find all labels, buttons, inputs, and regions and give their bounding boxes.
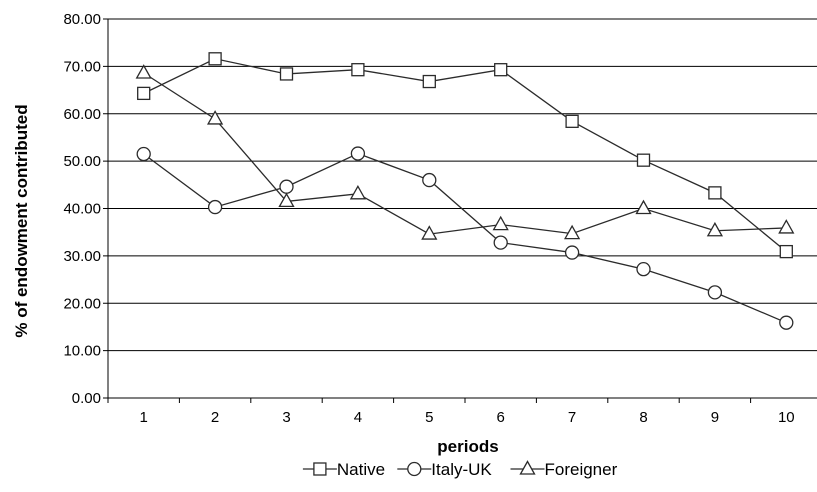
- data-point-foreigner: [563, 224, 581, 240]
- data-point-native: [351, 63, 365, 77]
- legend-marker-native: [313, 462, 327, 476]
- y-tick-labels: 0.00 10.00 20.00 30.00 40.00 50.00 60.00 70.00 8…: [63, 11, 101, 407]
- data-point-native: [708, 186, 722, 200]
- data-point-italy-uk: [136, 146, 151, 162]
- series-line-native: [143, 58, 787, 253]
- data-point-foreigner: [492, 215, 509, 231]
- y-tick-label: 70.00: [63, 58, 101, 75]
- data-point-native: [494, 63, 508, 77]
- legend-marker-foreigner: [519, 460, 536, 475]
- data-point-native: [279, 67, 294, 81]
- y-tick-label: 20.00: [63, 295, 101, 312]
- y-axis-title: % of endowment contributed: [12, 104, 31, 337]
- data-point-native: [208, 52, 222, 66]
- gridlines: [108, 18, 817, 352]
- x-tick-label: 4: [354, 409, 362, 426]
- legend-label-italy-uk: Italy-UK: [431, 460, 492, 479]
- x-tick-labels: 1 2 3 4 5 6 7 8 9 10: [140, 409, 795, 426]
- data-point-italy-uk: [279, 179, 294, 194]
- y-tick-label: 40.00: [63, 201, 101, 218]
- x-tick-label: 2: [211, 409, 219, 426]
- x-tick-label: 9: [711, 409, 719, 426]
- x-tick-label: 10: [778, 409, 795, 426]
- data-point-foreigner: [635, 199, 652, 215]
- data-point-foreigner: [706, 221, 724, 237]
- legend-item-italy-uk: Italy-UK: [397, 460, 492, 479]
- y-tick-label: 0.00: [72, 390, 101, 407]
- data-point-foreigner: [206, 110, 224, 125]
- x-tick-label: 7: [568, 409, 576, 426]
- data-point-foreigner: [278, 192, 295, 208]
- x-axis-title: periods: [437, 437, 498, 456]
- y-tick-label: 10.00: [63, 343, 101, 360]
- data-point-native: [779, 244, 793, 259]
- data-point-italy-uk: [493, 235, 508, 250]
- data-point-native: [636, 153, 651, 167]
- data-point-foreigner: [421, 225, 438, 240]
- data-point-native: [565, 114, 579, 128]
- data-point-native: [422, 74, 436, 89]
- legend: Native Italy-UK Foreigner: [302, 460, 618, 479]
- x-tick-label: 1: [140, 409, 148, 426]
- series-line-foreigner: [143, 72, 787, 235]
- legend-item-native: Native: [302, 460, 385, 479]
- data-point-italy-uk: [207, 199, 223, 215]
- series-italy-uk: [136, 146, 794, 330]
- y-tick-label: 30.00: [63, 248, 101, 265]
- data-point-foreigner: [778, 219, 795, 234]
- data-point-italy-uk: [779, 315, 794, 330]
- data-point-italy-uk: [350, 146, 366, 161]
- data-point-italy-uk: [636, 261, 651, 277]
- legend-label-native: Native: [337, 460, 385, 479]
- legend-marker-italy-uk: [407, 461, 422, 477]
- legend-label-foreigner: Foreigner: [545, 460, 618, 479]
- series-line-italy-uk: [143, 152, 787, 324]
- x-tick-label: 3: [282, 409, 290, 426]
- axes: [103, 18, 817, 403]
- data-point-foreigner: [349, 184, 367, 200]
- y-tick-label: 50.00: [63, 153, 101, 170]
- data-point-native: [137, 86, 151, 101]
- data-point-italy-uk: [564, 245, 580, 260]
- y-tick-label: 80.00: [63, 11, 101, 28]
- data-point-foreigner: [135, 64, 152, 79]
- legend-item-foreigner: Foreigner: [510, 460, 618, 479]
- data-point-italy-uk: [707, 285, 723, 300]
- series-foreigner: [135, 64, 795, 240]
- data-point-italy-uk: [422, 172, 437, 188]
- x-tick-label: 5: [425, 409, 433, 426]
- y-tick-label: 60.00: [63, 106, 101, 123]
- series-lines: [135, 52, 795, 330]
- series-native: [137, 52, 793, 259]
- x-tick-label: 8: [639, 409, 647, 426]
- x-tick-label: 6: [497, 409, 505, 426]
